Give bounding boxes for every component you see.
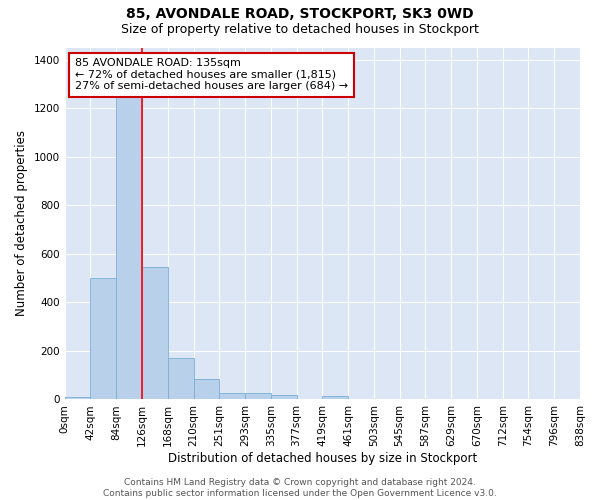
Bar bbox=[271, 395, 296, 400]
Bar bbox=[91, 278, 116, 400]
Text: Size of property relative to detached houses in Stockport: Size of property relative to detached ho… bbox=[121, 22, 479, 36]
Bar bbox=[116, 82, 142, 400]
X-axis label: Distribution of detached houses by size in Stockport: Distribution of detached houses by size … bbox=[168, 452, 477, 465]
Y-axis label: Number of detached properties: Number of detached properties bbox=[15, 130, 28, 316]
Bar bbox=[168, 358, 193, 400]
Bar bbox=[322, 396, 348, 400]
Bar bbox=[65, 397, 91, 400]
Text: Contains HM Land Registry data © Crown copyright and database right 2024.
Contai: Contains HM Land Registry data © Crown c… bbox=[103, 478, 497, 498]
Bar bbox=[245, 394, 271, 400]
Text: 85, AVONDALE ROAD, STOCKPORT, SK3 0WD: 85, AVONDALE ROAD, STOCKPORT, SK3 0WD bbox=[126, 8, 474, 22]
Text: 85 AVONDALE ROAD: 135sqm
← 72% of detached houses are smaller (1,815)
27% of sem: 85 AVONDALE ROAD: 135sqm ← 72% of detach… bbox=[75, 58, 348, 92]
Bar bbox=[219, 392, 245, 400]
Bar bbox=[193, 379, 219, 400]
Bar bbox=[142, 267, 168, 400]
